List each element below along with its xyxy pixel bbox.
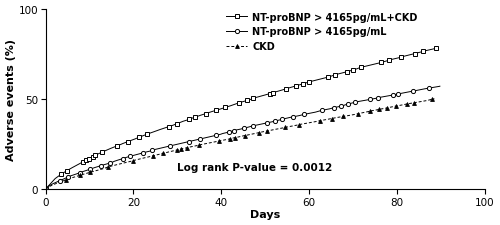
Y-axis label: Adverse events (%): Adverse events (%) — [6, 39, 16, 160]
X-axis label: Days: Days — [250, 209, 280, 219]
Text: Log rank P-value = 0.0012: Log rank P-value = 0.0012 — [178, 163, 332, 173]
Legend: NT-proBNP > 4165pg/mL+CKD, NT-proBNP > 4165pg/mL, CKD: NT-proBNP > 4165pg/mL+CKD, NT-proBNP > 4… — [226, 13, 418, 52]
